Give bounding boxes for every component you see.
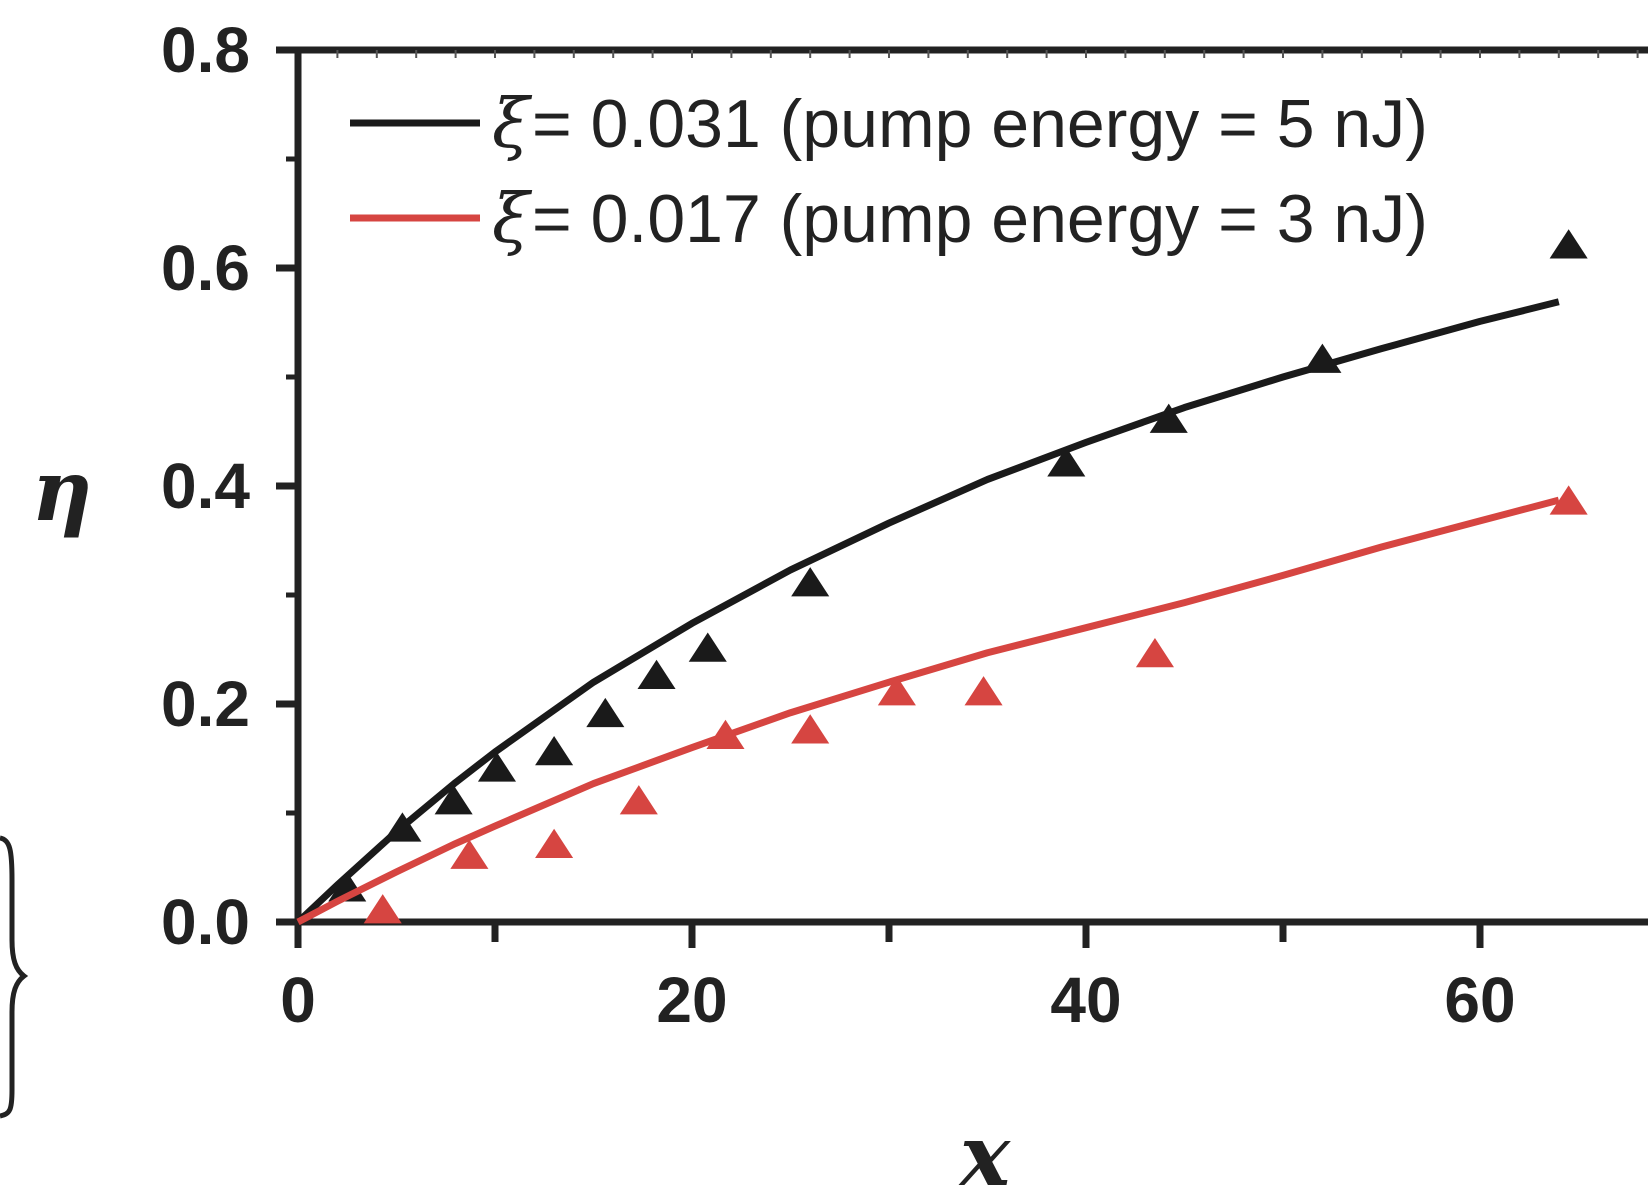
data-point-triangle (535, 736, 574, 766)
data-point-triangle (791, 567, 830, 597)
legend-symbol: ξ (492, 180, 533, 259)
x-tick-label: 60 (1444, 964, 1515, 1036)
data-point-triangle (1149, 403, 1188, 433)
x-axis-title: x (958, 1106, 1011, 1198)
data-point-triangle (434, 785, 473, 815)
data-point-triangle (637, 659, 676, 689)
legend-label: = 0.031 (pump energy = 5 nJ) (532, 86, 1428, 162)
x-tick-label: 0 (280, 964, 316, 1036)
x-tick-label: 40 (1050, 964, 1121, 1036)
y-tick-label: 0.0 (161, 886, 250, 958)
legend-symbol: ξ (492, 85, 533, 164)
data-point-triangle (1303, 343, 1342, 373)
data-point-triangle (688, 632, 727, 662)
data-point-triangle (964, 676, 1003, 706)
data-point-triangle (535, 828, 574, 858)
x-axis-ticks: 0 20 40 60 (280, 50, 1639, 1036)
data-point-triangle (1549, 229, 1588, 259)
series-1 (295, 229, 1588, 925)
y-tick-label: 0.2 (161, 668, 250, 740)
series-2 (296, 485, 1588, 926)
fit-curve-line (296, 496, 1560, 926)
legend: ξ = 0.031 (pump energy = 5 nJ)ξ = 0.017 … (350, 85, 1428, 259)
x-tick-label: 20 (656, 964, 727, 1036)
data-point-triangle (586, 697, 625, 728)
data-point-triangle (791, 714, 830, 744)
data-point-triangle (706, 719, 745, 749)
data-point-triangle (1135, 637, 1174, 668)
series-layer (295, 229, 1588, 926)
data-point-triangle (877, 676, 916, 706)
y-axis-title: η (31, 441, 92, 540)
data-point-triangle (1549, 485, 1588, 515)
data-point-triangle (477, 752, 517, 782)
left-brace-fragment (0, 835, 29, 1119)
y-tick-label: 0.8 (161, 14, 250, 86)
y-tick-label: 0.4 (161, 450, 250, 522)
y-tick-label: 0.6 (161, 232, 250, 304)
data-point-triangle (363, 894, 402, 924)
data-point-triangle (1047, 447, 1086, 477)
data-point-triangle (450, 839, 489, 869)
data-point-triangle (619, 785, 658, 815)
legend-label: = 0.017 (pump energy = 3 nJ) (532, 181, 1428, 257)
y-axis-ticks: 0.0 0.2 0.4 0.6 0.8 (161, 14, 298, 958)
data-point-triangle (383, 812, 422, 842)
